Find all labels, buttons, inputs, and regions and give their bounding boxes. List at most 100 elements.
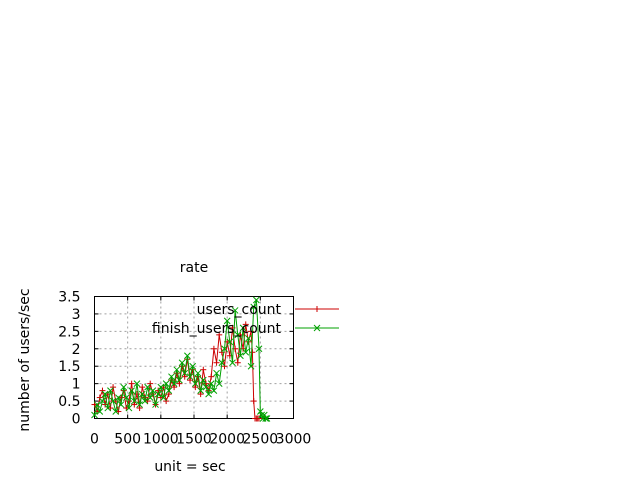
data-point — [165, 387, 173, 394]
data-point — [192, 384, 199, 391]
x-marker-b — [120, 383, 128, 391]
data-point — [247, 362, 255, 370]
x-marker-b — [141, 397, 149, 405]
data-point — [263, 415, 271, 422]
x-marker-b — [255, 345, 263, 353]
data-point — [173, 366, 181, 374]
legend-label: finish_users_count — [152, 321, 282, 337]
data-point — [245, 334, 252, 342]
data-point — [213, 369, 220, 377]
data-point — [130, 397, 138, 405]
y-axis-label: number of users/sec — [17, 288, 33, 431]
data-point — [213, 359, 220, 366]
data-point — [144, 383, 151, 391]
data-point — [136, 401, 143, 408]
data-point — [93, 401, 101, 408]
x-marker-b — [99, 397, 106, 405]
data-point — [207, 380, 215, 387]
data-point — [215, 380, 223, 387]
data-point — [181, 373, 188, 380]
data-point — [154, 390, 162, 398]
x-marker-b — [189, 362, 197, 370]
data-point — [170, 380, 178, 387]
x-tick-label: 500 — [114, 432, 141, 448]
x-marker-b — [202, 383, 210, 391]
data-point — [256, 415, 263, 422]
x-marker-b — [313, 324, 321, 332]
data-point — [221, 345, 228, 353]
x-marker-b — [218, 359, 226, 367]
y-tick-label: 3.5 — [58, 290, 80, 306]
x-marker-b — [237, 352, 244, 360]
x-marker-b — [93, 401, 101, 408]
x-marker-b — [199, 376, 207, 384]
data-point — [131, 401, 138, 408]
x-marker-b — [252, 296, 260, 304]
x-marker-b — [231, 307, 239, 314]
x-axis-label: unit = sec — [154, 459, 225, 475]
data-point — [176, 376, 183, 384]
data-point — [107, 387, 114, 394]
data-point — [128, 387, 136, 394]
x-marker-b — [130, 397, 138, 405]
x-marker-b — [234, 331, 242, 339]
data-point — [117, 401, 125, 408]
x-marker-b — [262, 415, 269, 422]
data-point — [239, 324, 247, 332]
y-tick-label: 1 — [72, 377, 81, 393]
x-marker-b — [197, 387, 204, 394]
x-marker-b — [256, 408, 264, 415]
data-point — [115, 394, 122, 401]
data-point — [218, 359, 226, 367]
y-tick-label: 0 — [72, 412, 81, 428]
data-point — [109, 397, 117, 405]
data-point — [146, 394, 154, 401]
data-point — [194, 369, 202, 377]
x-marker-b — [138, 390, 146, 398]
data-point — [122, 394, 130, 401]
y-tick-label: 0.5 — [58, 394, 80, 410]
data-point — [202, 383, 210, 391]
x-marker-b — [223, 317, 231, 325]
data-point — [120, 383, 128, 391]
data-point — [242, 348, 250, 356]
data-point — [96, 408, 104, 415]
series-finish-users-count — [91, 296, 271, 422]
data-point — [210, 345, 217, 352]
data-point — [189, 362, 197, 370]
x-marker-b — [144, 383, 151, 391]
data-point — [176, 380, 183, 387]
data-point — [168, 373, 175, 381]
x-tick-label: 1500 — [176, 432, 212, 448]
x-marker-b — [258, 411, 266, 419]
x-marker-b — [191, 380, 199, 387]
data-point — [160, 394, 167, 401]
x-marker-b — [247, 362, 255, 370]
x-tick-label: 3000 — [276, 432, 312, 448]
data-point — [208, 373, 215, 380]
data-point — [178, 359, 186, 367]
data-point — [197, 387, 204, 394]
x-marker-b — [122, 394, 130, 401]
y-tick-label: 1.5 — [58, 359, 80, 375]
data-point — [163, 398, 170, 405]
x-marker-b — [101, 390, 109, 398]
x-marker-b — [205, 390, 212, 398]
x-marker-b — [184, 352, 191, 360]
data-point — [147, 380, 154, 387]
x-marker-b — [107, 387, 114, 394]
x-marker-b — [152, 401, 159, 408]
data-point — [250, 303, 258, 311]
x-marker-b — [181, 369, 189, 377]
data-point — [91, 411, 98, 419]
data-point — [216, 331, 223, 338]
data-point — [125, 404, 133, 412]
data-point — [152, 401, 159, 408]
data-point — [205, 390, 212, 398]
tick-marks — [94, 296, 294, 419]
data-point — [110, 384, 117, 391]
data-point — [260, 411, 268, 419]
data-point — [184, 352, 191, 360]
x-marker-b — [149, 387, 157, 394]
